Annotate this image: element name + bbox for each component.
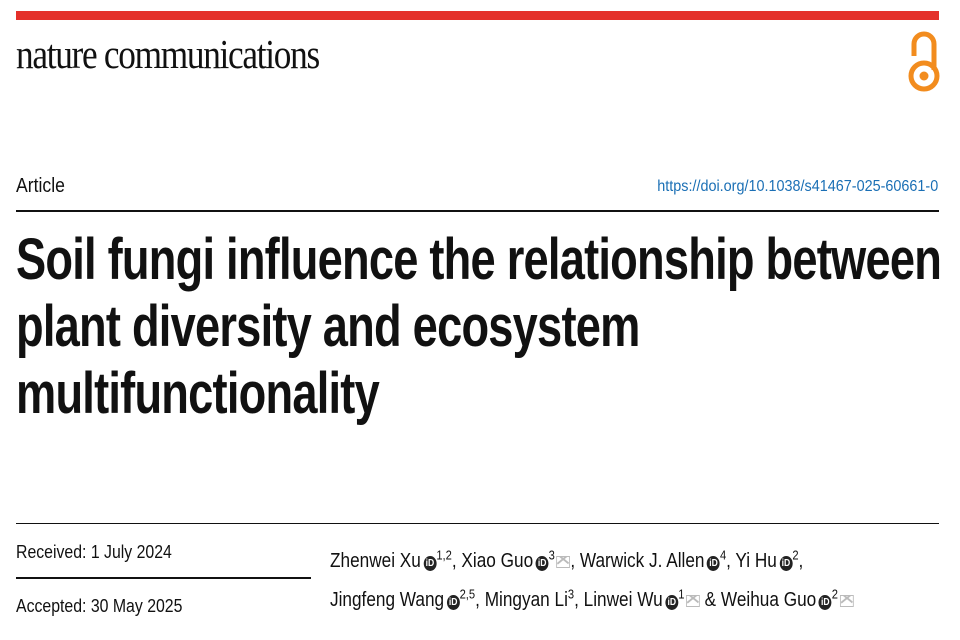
author-name[interactable]: Mingyan Li bbox=[484, 589, 568, 612]
orcid-icon[interactable]: iD bbox=[535, 555, 549, 571]
email-icon[interactable] bbox=[556, 555, 571, 568]
separator: , bbox=[451, 549, 462, 572]
author: Mingyan Li3, bbox=[484, 586, 584, 612]
orcid-icon[interactable]: iD bbox=[665, 595, 679, 611]
orcid-icon[interactable]: iD bbox=[423, 555, 437, 571]
email-icon[interactable] bbox=[686, 595, 700, 608]
affiliation[interactable]: 2 bbox=[831, 586, 838, 602]
affiliation[interactable]: 1,2 bbox=[436, 547, 452, 562]
author: Weihua Guo iD2 bbox=[720, 586, 854, 612]
author-name[interactable]: Weihua Guo bbox=[720, 589, 817, 612]
separator: , bbox=[570, 549, 580, 572]
affiliation[interactable]: 3 bbox=[567, 586, 575, 602]
separator: & bbox=[699, 589, 721, 612]
separator: , bbox=[798, 549, 804, 572]
orcid-icon[interactable]: iD bbox=[707, 555, 720, 571]
author: Linwei Wu iD1 & bbox=[583, 586, 721, 612]
journal-accent-bar bbox=[16, 11, 939, 20]
author: Zhenwei Xu iD1,2, bbox=[330, 547, 462, 572]
article-title: Soil fungi influence the relationship be… bbox=[16, 226, 942, 427]
author: Warwick J. Allen iD4, bbox=[579, 547, 736, 572]
open-access-lock-icon bbox=[908, 31, 940, 92]
divider bbox=[16, 210, 939, 212]
divider bbox=[16, 523, 939, 524]
orcid-icon[interactable]: iD bbox=[446, 595, 460, 611]
title-line: plant diversity and ecosystem bbox=[16, 294, 640, 359]
author-name[interactable]: Zhenwei Xu bbox=[330, 549, 421, 572]
affiliation[interactable]: 2,5 bbox=[459, 586, 476, 602]
affiliation[interactable]: 3 bbox=[548, 547, 555, 562]
author-list: Zhenwei Xu iD1,2, Xiao Guo iD3, Warwick J.… bbox=[330, 538, 854, 617]
author-name[interactable]: Xiao Guo bbox=[461, 549, 534, 572]
title-line: Soil fungi influence the relationship be… bbox=[16, 227, 942, 292]
email-icon[interactable] bbox=[839, 595, 854, 608]
separator: , bbox=[726, 549, 736, 572]
author: Yi Hu iD2, bbox=[735, 547, 804, 572]
orcid-icon[interactable]: iD bbox=[818, 595, 832, 611]
divider bbox=[16, 577, 311, 579]
journal-name[interactable]: nature communications bbox=[16, 31, 320, 77]
author-name[interactable]: Warwick J. Allen bbox=[579, 549, 705, 572]
author: Jingfeng Wang iD2,5, bbox=[330, 586, 485, 612]
article-type: Article bbox=[16, 175, 65, 197]
author-name[interactable]: Yi Hu bbox=[735, 549, 777, 572]
accepted-date: Accepted: 30 May 2025 bbox=[16, 596, 183, 616]
received-date: Received: 1 July 2024 bbox=[16, 542, 172, 562]
affiliation[interactable]: 2 bbox=[792, 547, 799, 562]
affiliation[interactable]: 4 bbox=[719, 547, 727, 562]
author-name[interactable]: Linwei Wu bbox=[583, 589, 663, 612]
separator: , bbox=[475, 589, 485, 612]
separator: , bbox=[574, 589, 584, 612]
author: Xiao Guo iD3, bbox=[461, 547, 580, 572]
title-line: multifunctionality bbox=[16, 361, 380, 426]
affiliation[interactable]: 1 bbox=[678, 586, 685, 602]
orcid-icon[interactable]: iD bbox=[779, 555, 793, 571]
doi-link[interactable]: https://doi.org/10.1038/s41467-025-60661… bbox=[656, 178, 938, 195]
author-name[interactable]: Jingfeng Wang bbox=[330, 589, 445, 612]
